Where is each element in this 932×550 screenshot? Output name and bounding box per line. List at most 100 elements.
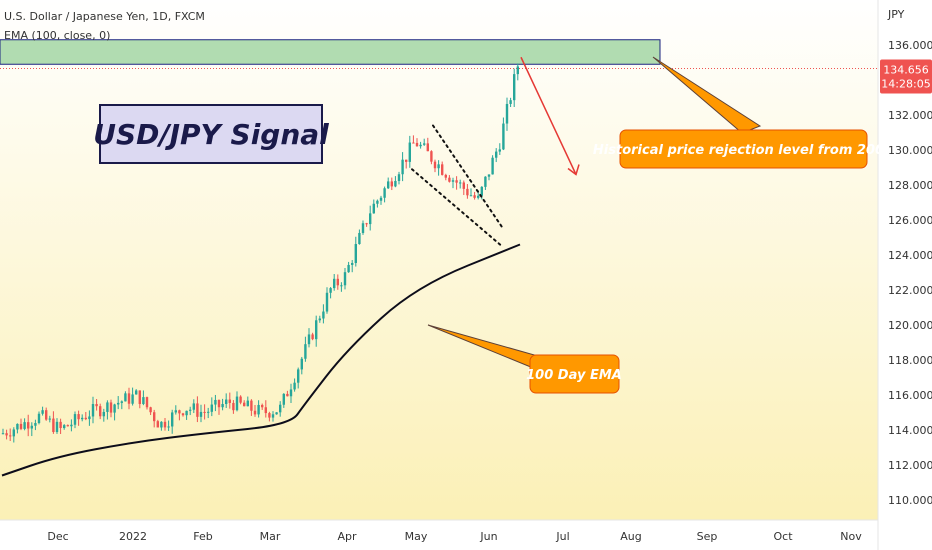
candle-body — [63, 425, 66, 429]
candle-body — [95, 404, 98, 407]
candle-body — [372, 203, 375, 214]
signal-title-box[interactable]: USD/JPY Signal — [93, 104, 329, 164]
candle-body — [300, 358, 303, 370]
resistance-zone[interactable] — [0, 39, 661, 65]
candle-body — [261, 404, 264, 408]
plot-background — [0, 0, 878, 520]
ema-callout-text: 100 Day EMA — [526, 368, 622, 383]
candle-body — [271, 414, 275, 418]
candle-body — [135, 390, 138, 395]
signal-title: USD/JPY Signal — [93, 118, 329, 151]
resistance-callout[interactable]: Historical price rejection level from 20… — [593, 56, 893, 169]
candle-body — [502, 123, 505, 150]
candle-body — [286, 393, 289, 397]
candle-body — [297, 369, 300, 383]
candle-body — [214, 399, 217, 405]
candle-body — [264, 407, 267, 414]
candle-body — [189, 409, 192, 411]
candle-body — [102, 411, 105, 417]
candle-body — [441, 164, 444, 175]
currency-label: JPY — [887, 8, 905, 21]
price-tick-label: 130.000 — [888, 144, 932, 157]
candle-body — [379, 197, 383, 201]
time-tick-label: Aug — [620, 530, 641, 543]
candle-body — [325, 292, 329, 312]
candle-body — [343, 272, 347, 286]
candle-body — [369, 213, 372, 225]
candle-body — [167, 426, 170, 428]
candle-body — [124, 393, 127, 402]
candle-body — [419, 144, 422, 147]
candle-body — [311, 334, 314, 340]
candle-body — [181, 413, 185, 416]
candle-body — [106, 402, 109, 412]
time-tick-label: Mar — [260, 530, 281, 543]
time-tick-label: Jul — [555, 530, 569, 543]
time-tick-label: Jun — [479, 530, 497, 543]
candle-body — [153, 412, 156, 422]
candle-body — [333, 278, 336, 289]
price-tick-label: 116.000 — [888, 389, 932, 402]
price-tick-label: 120.000 — [888, 319, 932, 332]
candle-body — [171, 412, 174, 427]
price-tick-label: 124.000 — [888, 249, 932, 262]
candle-body — [246, 400, 249, 407]
candle-body — [81, 417, 84, 420]
time-tick-label: Sep — [697, 530, 718, 543]
candle-body — [5, 433, 8, 436]
candle-body — [217, 399, 221, 408]
candle-body — [358, 232, 361, 245]
candle-body — [336, 278, 339, 286]
candle-body — [307, 334, 311, 345]
candle-body — [178, 410, 181, 414]
ema-legend: EMA (100, close, 0) — [4, 29, 110, 42]
current-price-value: 134.656 — [883, 64, 929, 77]
candle-body — [34, 423, 37, 426]
candle-body — [84, 417, 87, 420]
candle-body — [174, 410, 177, 413]
candle-body — [163, 421, 167, 428]
candle-body — [459, 182, 462, 184]
forecast-arrow[interactable] — [520, 56, 580, 176]
candle-body — [88, 416, 91, 420]
candlestick-series — [1, 63, 519, 443]
time-tick-label: Dec — [47, 530, 68, 543]
candle-body — [322, 311, 325, 319]
candle-body — [505, 103, 509, 124]
candle-body — [451, 180, 455, 182]
candle-body — [30, 425, 33, 429]
candle-body — [433, 161, 437, 169]
candle-body — [354, 244, 357, 263]
candle-body — [509, 100, 512, 104]
time-tick-label: Nov — [840, 530, 862, 543]
candle-body — [268, 413, 271, 418]
time-axis-background — [0, 520, 878, 550]
candle-body — [289, 389, 293, 397]
candle-body — [199, 411, 203, 417]
candle-body — [444, 174, 447, 178]
time-axis[interactable]: Dec 2022 Feb Mar Apr May Jun Jul Aug Sep Oct Nov — [47, 530, 862, 543]
candle-body — [401, 159, 404, 175]
candle-body — [365, 223, 368, 225]
resistance-callout-text: Historical price rejection level from 20… — [593, 143, 893, 158]
candle-body — [9, 435, 12, 437]
ema-callout[interactable]: 100 Day EMA — [427, 324, 622, 394]
candle-body — [473, 195, 476, 198]
candle-body — [516, 66, 519, 75]
candle-body — [390, 181, 393, 187]
candle-body — [480, 186, 483, 196]
channel-lower-line[interactable] — [411, 168, 503, 248]
candle-body — [120, 401, 123, 403]
candle-body — [138, 390, 141, 405]
candle-body — [423, 143, 426, 145]
candle-body — [109, 402, 113, 413]
current-price-tag: 134.656 14:28:05 — [880, 59, 932, 94]
channel-upper-line[interactable] — [432, 124, 503, 228]
candle-body — [495, 151, 498, 158]
candle-body — [196, 403, 199, 417]
price-tick-label: 114.000 — [888, 424, 932, 437]
price-tick-label: 128.000 — [888, 179, 932, 192]
candle-body — [318, 318, 321, 321]
